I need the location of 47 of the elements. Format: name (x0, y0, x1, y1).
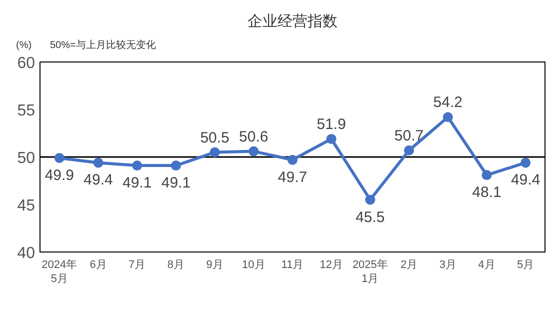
y-tick-label: 50 (17, 150, 36, 167)
point (248, 146, 259, 156)
data-label: 51.9 (316, 116, 346, 133)
y-tick-label: 40 (17, 245, 36, 262)
data-label: 49.9 (44, 166, 74, 184)
y-tick-label: 45 (17, 198, 36, 214)
y-tick-label: 60 (17, 55, 36, 72)
data-label: 49.4 (510, 172, 540, 189)
data-label: 50.6 (239, 128, 268, 146)
data-label: 49.1 (122, 174, 152, 192)
x-tick-label: 2月 (400, 259, 418, 271)
point (170, 160, 181, 171)
x-tick-label: 5月 (517, 259, 534, 271)
point (404, 145, 414, 156)
x-tick-label: 9月 (206, 259, 224, 271)
y-tick-label: 55 (17, 102, 36, 120)
point (482, 170, 492, 180)
data-label: 49.7 (278, 168, 308, 186)
x-tick-label: 4月 (478, 259, 496, 271)
x-tick-label: 3月 (439, 259, 456, 271)
data-label: 50.7 (394, 127, 424, 144)
point (288, 154, 298, 165)
data-label: 48.1 (472, 184, 502, 202)
x-tick-label: 12月 (320, 259, 343, 271)
x-tick-label: 11月 (281, 259, 304, 271)
data-label: 49.4 (84, 172, 113, 189)
chart-title: 企业经营指数 (248, 13, 338, 30)
x-tick-label: 8月 (167, 259, 185, 271)
point (54, 152, 64, 163)
x-tick-label: 10月 (242, 259, 266, 271)
x-tick-label: 2025年 1月 (352, 259, 388, 285)
x-tick-label: 7月 (128, 259, 146, 271)
point (210, 147, 220, 158)
point (365, 194, 376, 205)
data-label: 49.1 (161, 174, 191, 192)
y-axis-title: (%) (16, 40, 32, 51)
data-label: 54.2 (433, 94, 462, 112)
data-label: 45.5 (356, 208, 385, 226)
data-label: 50.5 (200, 129, 230, 146)
point (132, 160, 142, 171)
point (93, 158, 104, 168)
x-tick-label: 2024年 5月 (42, 259, 78, 285)
point (520, 158, 531, 168)
point (326, 134, 336, 144)
x-tick-label: 6月 (90, 259, 107, 271)
text: 50%=与上月比较无变化 (50, 39, 156, 51)
point (442, 112, 453, 122)
